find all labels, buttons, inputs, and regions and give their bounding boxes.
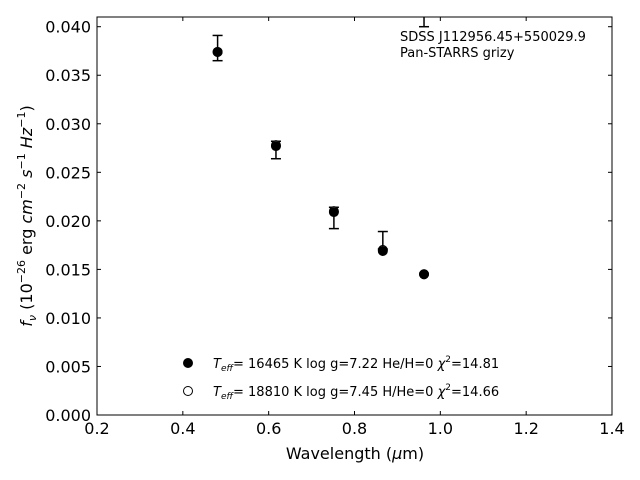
x-tick-label: 1.2 — [513, 419, 538, 438]
x-tick-label: 0.4 — [170, 419, 195, 438]
data-points — [212, 46, 430, 280]
legend-marker — [183, 358, 193, 368]
y-tick-label: 0.000 — [45, 406, 91, 425]
y-tick-label: 0.010 — [45, 309, 91, 328]
error-bars — [212, 17, 430, 250]
y-tick-label: 0.040 — [45, 18, 91, 37]
x-axis-label: Wavelength (μm) — [286, 444, 424, 463]
plot-frame — [96, 16, 613, 416]
x-tick-label: 0.6 — [256, 419, 281, 438]
y-tick-label: 0.035 — [45, 66, 91, 85]
legend: Teff= 16465 K log g=7.22 He/H=0 χ2=14.81… — [183, 355, 499, 402]
annotation-survey: Pan-STARRS grizy — [400, 46, 515, 61]
annotation-object-name: SDSS J112956.45+550029.9 — [400, 30, 586, 45]
y-axis-label: fν (10−26 erg cm−2 s−1 Hz−1) — [15, 105, 39, 326]
legend-entry: Teff= 16465 K log g=7.22 He/H=0 χ2=14.81 — [213, 355, 499, 374]
y-tick-label: 0.030 — [45, 115, 91, 134]
model-point-filled — [419, 269, 430, 280]
legend-entry: Teff= 18810 K log g=7.45 H/He=0 χ2=14.66 — [213, 383, 499, 402]
model-point-filled — [270, 141, 281, 152]
error-bar — [419, 17, 430, 28]
y-tick-label: 0.025 — [45, 163, 91, 182]
model-point-filled — [212, 46, 223, 57]
x-tick-label: 1.0 — [428, 419, 453, 438]
axis-ticks: 0.2 0.4 0.6 0.8 1.0 1.2 1.4 0.000 0.005 0.010 0.01… — [45, 17, 625, 438]
legend-marker — [183, 386, 193, 396]
x-tick-label: 1.4 — [599, 419, 624, 438]
y-tick-label: 0.015 — [45, 260, 91, 279]
model-point-filled — [377, 245, 388, 256]
y-tick-label: 0.020 — [45, 212, 91, 231]
y-tick-label: 0.005 — [45, 357, 91, 376]
plot-area — [96, 16, 613, 416]
model-point-filled — [328, 207, 339, 218]
x-tick-label: 0.8 — [342, 419, 367, 438]
x-tick-label: 0.2 — [84, 419, 109, 438]
